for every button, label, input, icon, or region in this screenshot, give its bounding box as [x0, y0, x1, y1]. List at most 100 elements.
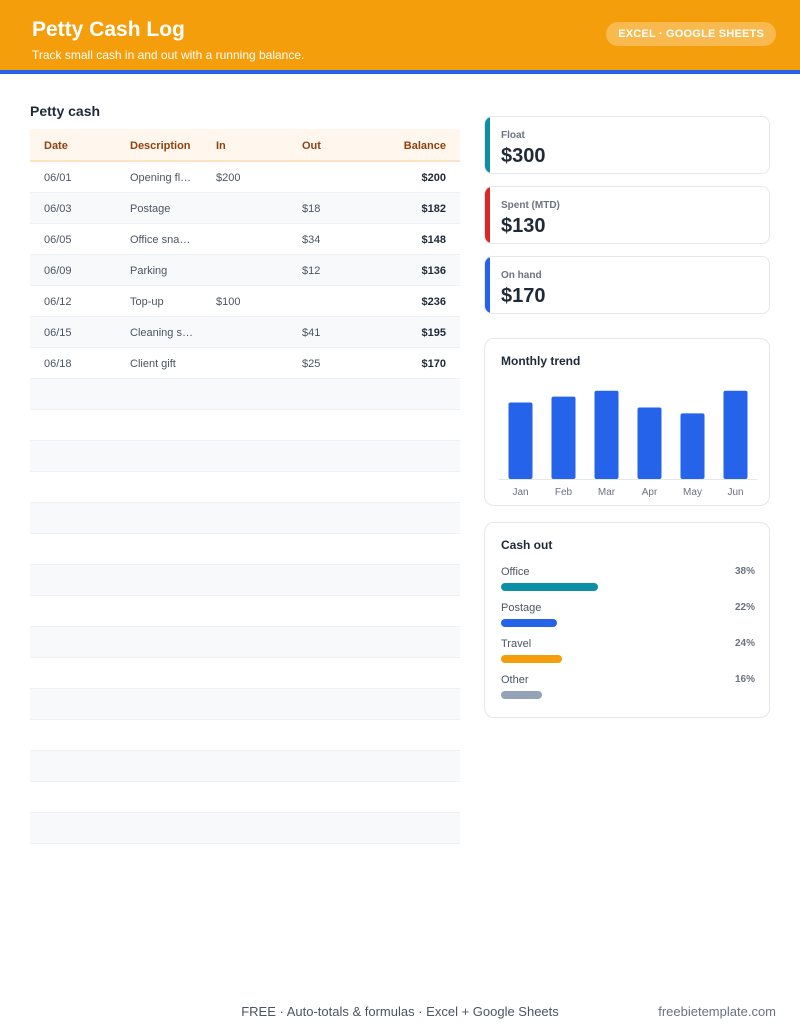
- category-percent: 16%: [734, 674, 755, 685]
- cell-description: Top-up: [130, 296, 164, 308]
- cell-out: $18: [302, 203, 321, 215]
- table-row: 06/03 Postage $18 $182: [30, 193, 460, 224]
- column-header-description: Description: [130, 140, 191, 152]
- empty-table-row: [30, 658, 460, 689]
- trend-bar: [508, 402, 533, 479]
- cell-date: 06/09: [44, 265, 72, 277]
- kpi-label: Spent (MTD): [501, 200, 560, 211]
- x-tick-label: Jun: [727, 487, 743, 498]
- empty-table-row: [30, 441, 460, 472]
- empty-table-row: [30, 379, 460, 410]
- table-row: 06/15 Cleaning s… $41 $195: [30, 317, 460, 348]
- table-header: Date Description In Out Balance: [30, 129, 460, 162]
- footer-features: FREE · Auto-totals & formulas · Excel + …: [241, 1004, 559, 1019]
- cell-balance: $195: [421, 327, 446, 339]
- kpi-value: $130: [501, 215, 546, 237]
- kpi-accent-bar: [485, 187, 490, 243]
- page-subtitle: Track small cash in and out with a runni…: [32, 48, 305, 62]
- trend-bar: [637, 407, 662, 479]
- trend-bar: [680, 413, 705, 479]
- x-tick-label: Jan: [512, 487, 528, 498]
- table-row: 06/01 Opening fl… $200 $200: [30, 162, 460, 193]
- footer-site: freebietemplate.com: [658, 1004, 776, 1019]
- x-tick-label: Apr: [642, 487, 658, 498]
- petty-cash-table: Date Description In Out Balance 06/01 Ope…: [30, 129, 460, 844]
- kpi-value: $300: [501, 145, 546, 167]
- kpi-card: Spent (MTD) $130: [484, 186, 770, 244]
- format-badge: EXCEL · GOOGLE SHEETS: [606, 22, 776, 46]
- empty-table-row: [30, 503, 460, 534]
- table-row: 06/18 Client gift $25 $170: [30, 348, 460, 379]
- cell-date: 06/05: [44, 234, 72, 246]
- column-header-balance: Balance: [403, 140, 446, 152]
- kpi-card: On hand $170: [484, 256, 770, 314]
- empty-table-row: [30, 689, 460, 720]
- cell-date: 06/12: [44, 296, 72, 308]
- category-percent: 22%: [734, 602, 755, 613]
- table-row: 06/09 Parking $12 $136: [30, 255, 460, 286]
- cell-balance: $136: [421, 265, 446, 277]
- cash-out-title: Cash out: [501, 538, 553, 552]
- category-name: Office: [501, 566, 530, 578]
- kpi-accent-bar: [485, 117, 490, 173]
- category-bar: [501, 691, 542, 699]
- header-banner: Petty Cash Log Track small cash in and o…: [0, 0, 800, 74]
- cell-description: Opening fl…: [130, 172, 192, 184]
- table-body: 06/01 Opening fl… $200 $200 06/03 Postage $18 $…: [30, 162, 460, 844]
- kpi-card: Float $300: [484, 116, 770, 174]
- cell-in: $200: [216, 172, 241, 184]
- cell-date: 06/15: [44, 327, 72, 339]
- cell-balance: $200: [421, 172, 446, 184]
- footer: FREE · Auto-totals & formulas · Excel + …: [0, 1004, 800, 1024]
- x-tick-label: Mar: [598, 487, 616, 498]
- empty-table-row: [30, 410, 460, 441]
- category-name: Other: [501, 674, 529, 686]
- cell-date: 06/18: [44, 358, 72, 370]
- empty-table-row: [30, 472, 460, 503]
- table-row: 06/12 Top-up $100 $236: [30, 286, 460, 317]
- trend-chart: Jan Feb Mar Apr May Jun: [499, 390, 757, 498]
- category-bar: [501, 655, 562, 663]
- empty-table-row: [30, 720, 460, 751]
- category-name: Postage: [501, 602, 542, 614]
- cash-out-card: Cash out Office 38% Postage 22% Travel 24% Oth…: [484, 522, 770, 718]
- cell-balance: $182: [421, 203, 446, 215]
- cell-description: Office sna…: [130, 234, 191, 246]
- cell-out: $12: [302, 265, 321, 277]
- column-header-out: Out: [302, 140, 321, 152]
- category-percent: 38%: [734, 566, 755, 577]
- cell-out: $25: [302, 358, 321, 370]
- cell-in: $100: [216, 296, 241, 308]
- kpi-label: On hand: [501, 270, 542, 281]
- category-bar: [501, 583, 598, 591]
- empty-table-row: [30, 565, 460, 596]
- kpi-value: $170: [501, 285, 546, 307]
- kpi-label: Float: [501, 130, 525, 141]
- empty-table-row: [30, 627, 460, 658]
- cell-date: 06/03: [44, 203, 72, 215]
- category-name: Travel: [501, 638, 532, 650]
- empty-table-row: [30, 751, 460, 782]
- trend-bar: [723, 390, 748, 479]
- cell-description: Parking: [130, 265, 168, 277]
- trend-bar: [594, 390, 619, 479]
- cell-description: Postage: [130, 203, 171, 215]
- trend-card: Monthly trend Jan Feb Mar Apr May Jun: [484, 338, 770, 506]
- trend-bar: [551, 396, 576, 479]
- log-title: Petty cash: [30, 103, 101, 119]
- kpi-accent-bar: [485, 257, 490, 313]
- cell-description: Cleaning s…: [130, 327, 193, 339]
- empty-table-row: [30, 813, 460, 844]
- table-row: 06/05 Office sna… $34 $148: [30, 224, 460, 255]
- x-tick-label: Feb: [555, 487, 573, 498]
- category-bar: [501, 619, 557, 627]
- x-tick-label: May: [683, 487, 702, 498]
- cell-description: Client gift: [130, 358, 176, 370]
- cell-balance: $170: [421, 358, 446, 370]
- page-title: Petty Cash Log: [32, 18, 185, 41]
- trend-title: Monthly trend: [501, 354, 581, 368]
- column-header-date: Date: [44, 140, 68, 152]
- cell-date: 06/01: [44, 172, 72, 184]
- cell-balance: $236: [421, 296, 446, 308]
- cell-out: $41: [302, 327, 321, 339]
